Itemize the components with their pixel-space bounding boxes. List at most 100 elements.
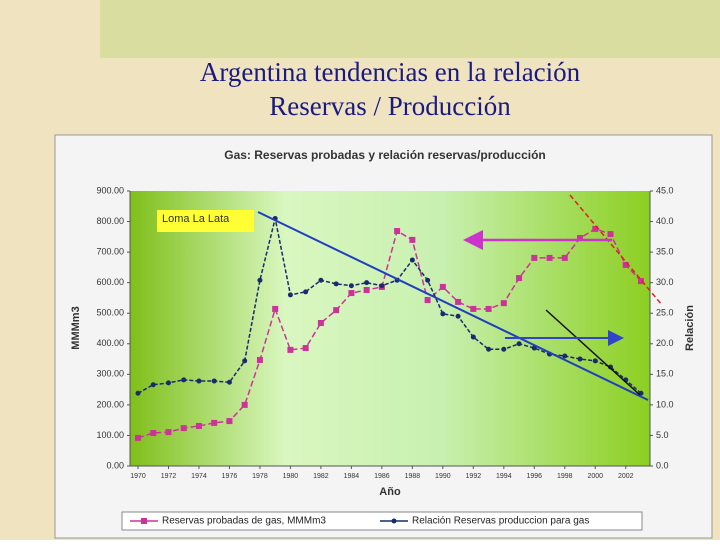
y-tick-label: 600.00	[96, 277, 124, 287]
x-tick-label: 1996	[527, 473, 543, 480]
x-tick-label: 1988	[405, 473, 421, 480]
point	[562, 353, 568, 359]
point	[165, 380, 171, 386]
point	[516, 275, 523, 282]
y-tick-label: 800.00	[96, 216, 124, 226]
point	[333, 307, 340, 314]
legend-label: Relación Reservas produccion para gas	[412, 516, 589, 527]
point	[485, 305, 492, 312]
y2-axis-label: Relación	[684, 305, 696, 351]
y2-tick-label: 15.0	[656, 369, 674, 379]
point	[363, 287, 370, 293]
trend-line	[545, 309, 641, 396]
annotation: Loma La Lata	[162, 213, 230, 225]
point	[500, 300, 507, 307]
point	[196, 378, 202, 384]
point	[135, 434, 141, 441]
legend-label: Reservas probadas de gas, MMMm3	[162, 516, 326, 527]
x-tick-label: 1992	[466, 473, 482, 480]
point	[592, 225, 599, 232]
x-tick-label: 1994	[496, 473, 512, 480]
x-tick-label: 1990	[435, 473, 451, 480]
plot-area	[130, 191, 650, 466]
point	[348, 283, 354, 289]
point	[516, 341, 522, 347]
point	[470, 305, 477, 312]
trend-line	[257, 211, 649, 401]
x-tick-label: 1978	[252, 473, 268, 480]
point	[425, 277, 431, 283]
point	[318, 277, 324, 283]
x-tick-label: 2000	[587, 473, 603, 480]
point	[608, 364, 614, 370]
point	[287, 346, 294, 353]
y2-tick-label: 25.0	[656, 308, 674, 318]
slide-title: Argentina tendencias en la relación Reser…	[200, 57, 581, 121]
point	[439, 283, 446, 290]
point	[150, 430, 157, 436]
point	[242, 358, 248, 364]
point	[180, 425, 187, 432]
y2-tick-label: 10.0	[656, 399, 674, 409]
point	[364, 280, 370, 286]
point	[226, 418, 233, 425]
y2-tick-label: 0.0	[656, 460, 669, 470]
point	[440, 311, 446, 317]
point	[287, 292, 293, 298]
point	[470, 334, 476, 340]
y-tick-label: 200.00	[96, 399, 124, 409]
y-tick-label: 0.00	[106, 460, 124, 470]
point	[607, 231, 614, 238]
point	[394, 228, 401, 235]
y-tick-label: 400.00	[96, 338, 124, 348]
y2-tick-label: 45.0	[656, 185, 674, 195]
y-tick-label: 700.00	[96, 246, 124, 256]
point	[317, 320, 324, 326]
point	[333, 281, 339, 287]
x-tick-label: 1970	[130, 473, 146, 480]
point	[150, 382, 156, 388]
point	[181, 377, 187, 383]
y2-tick-label: 20.0	[656, 338, 674, 348]
x-tick-label: 1972	[161, 473, 177, 480]
point	[561, 254, 568, 261]
legend-marker	[141, 518, 147, 524]
chart-title: Gas: Reservas probadas y relación reserv…	[224, 148, 545, 162]
point	[135, 390, 141, 396]
y2-tick-label: 30.0	[656, 277, 674, 287]
x-tick-label: 1986	[374, 473, 390, 480]
y-tick-label: 900.00	[96, 185, 124, 195]
point	[211, 378, 217, 384]
point	[577, 235, 584, 242]
legend-marker	[391, 518, 397, 524]
point	[592, 358, 598, 364]
point	[272, 305, 279, 312]
x-tick-label: 1976	[222, 473, 238, 480]
point	[211, 419, 218, 426]
point	[226, 379, 232, 385]
point	[348, 290, 355, 297]
point	[486, 346, 492, 352]
point	[531, 254, 538, 261]
y-tick-label: 500.00	[96, 308, 124, 318]
point	[256, 356, 263, 363]
series-line	[137, 228, 642, 439]
x-tick-label: 2002	[618, 473, 634, 480]
point	[165, 429, 172, 436]
point	[379, 283, 385, 289]
y-tick-label: 100.00	[96, 430, 124, 440]
point	[501, 346, 507, 352]
x-tick-label: 1982	[313, 473, 329, 480]
banner	[100, 0, 720, 58]
y-axis-label: MMMm3	[70, 306, 82, 349]
point	[577, 356, 583, 362]
point	[302, 345, 309, 352]
point	[546, 254, 553, 261]
series-line	[137, 218, 642, 394]
point	[257, 277, 263, 283]
y2-tick-label: 35.0	[656, 246, 674, 256]
x-tick-label: 1980	[283, 473, 299, 480]
x-tick-label: 1974	[191, 473, 207, 480]
point	[638, 278, 644, 285]
